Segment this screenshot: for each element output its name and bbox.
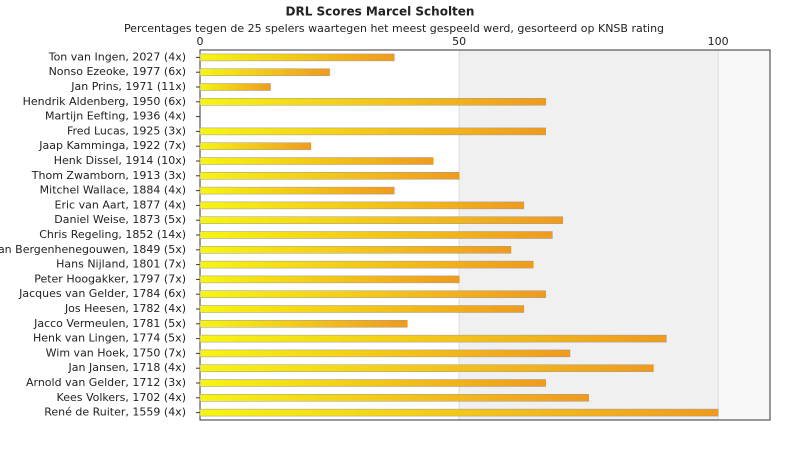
y-tick-label: Henk Dissel, 1914 (10x): [54, 154, 186, 167]
x-tick-label: 100: [708, 35, 729, 48]
bar: [199, 231, 553, 239]
bar: [199, 98, 546, 106]
y-tick-label: Chris Regeling, 1852 (14x): [39, 228, 186, 241]
bar: [199, 334, 667, 343]
x-tick-label: 0: [197, 35, 204, 48]
bar: [199, 275, 460, 284]
y-tick-label: Peter Hoogakker, 1797 (7x): [34, 272, 186, 285]
bar: [199, 320, 408, 328]
bar: [199, 349, 571, 358]
band: [718, 50, 770, 420]
y-tick-label: Jos Heesen, 1782 (4x): [64, 302, 186, 315]
bar: [199, 53, 395, 62]
x-tick-label: 50: [452, 35, 466, 48]
y-tick-label: Wim van Hoek, 1750 (7x): [46, 346, 186, 359]
y-tick-label: Jan Prins, 1971 (11x): [70, 80, 186, 93]
y-tick-label: Daniel Weise, 1873 (5x): [54, 213, 186, 226]
bar: [199, 83, 271, 91]
bar: [199, 394, 589, 402]
bar: [199, 172, 460, 180]
bar: [199, 290, 546, 298]
y-tick-label: Arnold van Gelder, 1712 (3x): [26, 376, 186, 389]
y-tick-label: Hans Nijland, 1801 (7x): [56, 258, 186, 271]
bar: [199, 216, 563, 224]
y-tick-label: Hendrik Aldenberg, 1950 (6x): [23, 95, 186, 108]
y-tick-label: Henk van Lingen, 1774 (5x): [33, 332, 186, 345]
bar: [199, 379, 546, 387]
y-tick-label: Ivo van Bergenhenegouwen, 1849 (5x): [0, 243, 186, 256]
bar: [199, 157, 434, 165]
y-tick-label: Kees Volkers, 1702 (4x): [57, 391, 186, 404]
bar: [199, 260, 534, 269]
bar: [199, 305, 525, 313]
bar: [199, 408, 719, 417]
y-tick-label: Ton van Ingen, 2027 (4x): [48, 50, 186, 63]
y-tick-label: Jacques van Gelder, 1784 (6x): [18, 287, 186, 300]
y-tick-label: René de Ruiter, 1559 (4x): [44, 406, 186, 419]
bar: [199, 364, 654, 372]
y-tick-label: Fred Lucas, 1925 (3x): [67, 124, 186, 137]
bar: [199, 201, 525, 210]
bar: [199, 246, 512, 254]
chart-title: DRL Scores Marcel Scholten: [286, 5, 475, 19]
y-tick-label: Mitchel Wallace, 1884 (4x): [40, 184, 186, 197]
y-tick-label: Nonso Ezeoke, 1977 (6x): [49, 65, 186, 78]
chart-subtitle: Percentages tegen de 25 spelers waartege…: [124, 22, 664, 35]
bar: [199, 127, 546, 136]
y-tick-label: Eric van Aart, 1877 (4x): [55, 198, 186, 211]
y-tick-label: Jaap Kamminga, 1922 (7x): [38, 139, 186, 152]
y-tick-label: Thom Zwamborn, 1913 (3x): [31, 169, 186, 182]
bar: [199, 68, 330, 76]
y-tick-label: Martijn Eefting, 1936 (4x): [45, 110, 186, 123]
y-tick-label: Jan Jansen, 1718 (4x): [68, 361, 186, 374]
bar: [199, 186, 395, 195]
bar: [199, 142, 312, 150]
y-tick-label: Jacco Vermeulen, 1781 (5x): [33, 317, 186, 330]
